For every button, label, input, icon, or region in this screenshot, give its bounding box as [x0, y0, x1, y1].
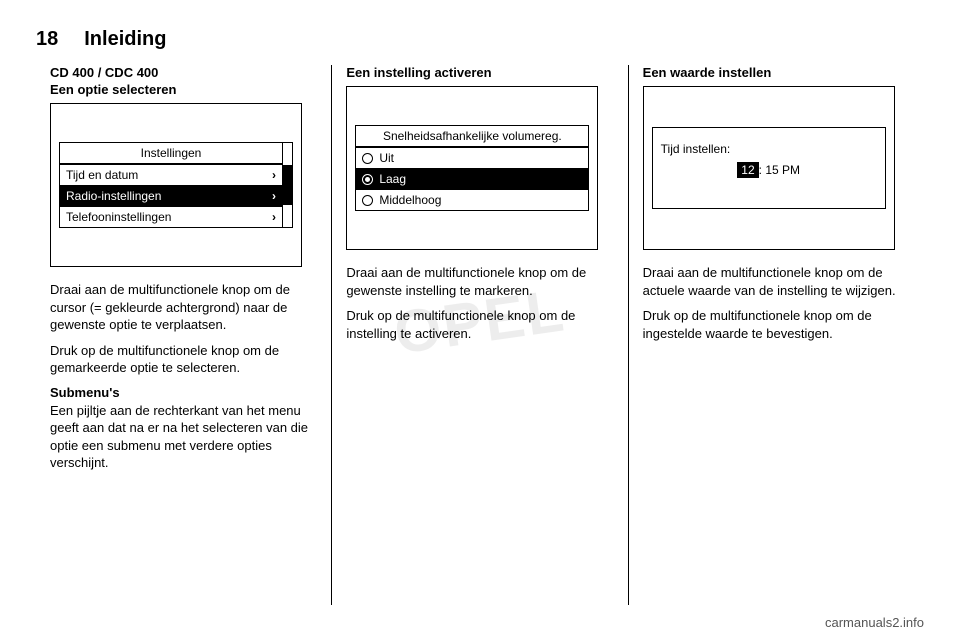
menu-row-label: Telefooninstellingen [66, 210, 272, 224]
content-columns: CD 400 / CDC 400 Een optie selecteren In… [36, 65, 924, 605]
paragraph: Druk op de multifunctionele knop om de g… [50, 342, 317, 377]
menu-box: Tijd instellen: 12: 15 PM [652, 127, 886, 209]
radio-row-label: Uit [379, 151, 582, 165]
scrollbar [282, 143, 292, 227]
time-hours-highlight: 12 [737, 162, 758, 178]
radio-icon-selected [362, 174, 373, 185]
menu-row: Tijd en datum › [60, 164, 282, 185]
heading-set-value: Een waarde instellen [643, 65, 910, 80]
radio-row-label: Laag [379, 172, 582, 186]
paragraph: Een pijltje aan de rechterkant van het m… [50, 402, 317, 472]
radio-row: Middelhoog [356, 189, 588, 210]
radio-row-label: Middelhoog [379, 193, 582, 207]
scrollbar-track-bottom [283, 205, 292, 227]
page-number: 18 [36, 28, 58, 51]
heading-submenus: Submenu's [50, 385, 317, 400]
column-2: Een instelling activeren Snelheidsafhank… [331, 65, 627, 605]
menu-row-selected: Radio-instellingen › [60, 185, 282, 206]
page-header: 18 Inleiding [36, 28, 924, 51]
heading-select-option: Een optie selecteren [50, 82, 317, 97]
screen-inner: Tijd instellen: 12: 15 PM [652, 127, 886, 209]
paragraph: Druk op de multifunctionele knop om de i… [346, 307, 613, 342]
chevron-right-icon: › [272, 168, 276, 182]
radio-icon [362, 153, 373, 164]
radio-row: Uit [356, 147, 588, 168]
time-rest: : 15 PM [759, 163, 800, 177]
screen-inner: Instellingen Tijd en datum › Radio-inste… [59, 142, 293, 228]
chevron-right-icon: › [272, 189, 276, 203]
paragraph: Draai aan de multifunctionele knop om de… [346, 264, 613, 299]
scrollbar-thumb [283, 165, 292, 205]
column-3: Een waarde instellen Tijd instellen: 12:… [628, 65, 924, 605]
radio-row-selected: Laag [356, 168, 588, 189]
chapter-title: Inleiding [84, 28, 166, 51]
paragraph: Druk op de multifunctionele knop om de i… [643, 307, 910, 342]
menu-row-label: Tijd en datum [66, 168, 272, 182]
manual-page: OPEL 18 Inleiding CD 400 / CDC 400 Een o… [0, 0, 960, 642]
screen-time-setting: Tijd instellen: 12: 15 PM [643, 86, 895, 250]
time-label: Tijd instellen: [661, 142, 731, 156]
footer-url: carmanuals2.info [825, 615, 924, 630]
menu-box: Snelheidsafhankelijke volumereg. Uit Laa… [355, 125, 589, 211]
menu-row: Telefooninstellingen › [60, 206, 282, 227]
scrollbar-track-top [283, 143, 292, 165]
column-1: CD 400 / CDC 400 Een optie selecteren In… [36, 65, 331, 605]
paragraph: Draai aan de multifunctionele knop om de… [50, 281, 317, 334]
heading-activate-setting: Een instelling activeren [346, 65, 613, 80]
menu-list: Instellingen Tijd en datum › Radio-inste… [60, 143, 282, 227]
screen-settings-menu: Instellingen Tijd en datum › Radio-inste… [50, 103, 302, 267]
time-value: 12: 15 PM [661, 162, 877, 178]
menu-title: Snelheidsafhankelijke volumereg. [356, 126, 588, 147]
paragraph: Draai aan de multifunctionele knop om de… [643, 264, 910, 299]
menu-row-label: Radio-instellingen [66, 189, 272, 203]
model-line: CD 400 / CDC 400 [50, 65, 317, 80]
menu-title: Instellingen [60, 143, 282, 164]
menu-box: Instellingen Tijd en datum › Radio-inste… [59, 142, 293, 228]
screen-volume-setting: Snelheidsafhankelijke volumereg. Uit Laa… [346, 86, 598, 250]
time-line: Tijd instellen: 12: 15 PM [653, 128, 885, 208]
chevron-right-icon: › [272, 210, 276, 224]
radio-icon [362, 195, 373, 206]
screen-inner: Snelheidsafhankelijke volumereg. Uit Laa… [355, 125, 589, 211]
radio-dot-icon [365, 177, 370, 182]
